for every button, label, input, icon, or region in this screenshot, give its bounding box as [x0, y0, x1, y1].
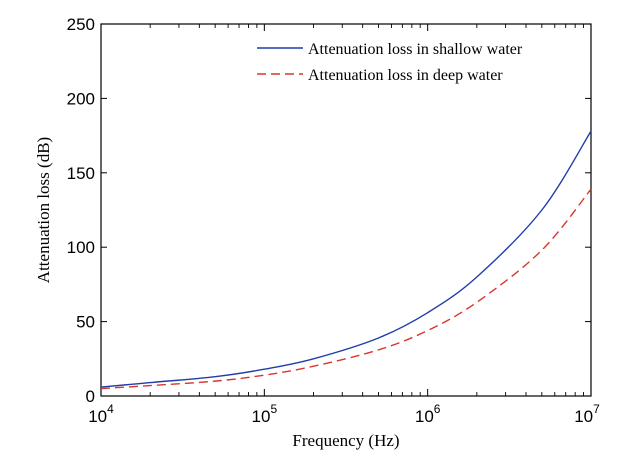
y-tick-label: 0 [86, 387, 95, 406]
x-tick-label: 104 [88, 402, 114, 426]
legend-label-deep-water: Attenuation loss in deep water [308, 67, 503, 84]
y-axis-ticks: 0 50 100 150 200 250 [67, 15, 591, 406]
x-axis-ticks: 104 105 106 107 [88, 24, 600, 426]
series-layer [100, 130, 592, 390]
legend: Attenuation loss in shallow water Attenu… [246, 32, 586, 88]
legend-box [246, 32, 586, 88]
y-tick-label: 100 [67, 238, 95, 257]
series-line-shallow-water [100, 130, 592, 388]
x-tick-label: 107 [574, 402, 600, 426]
x-axis-label: Frequency (Hz) [292, 431, 399, 450]
y-tick-label: 250 [67, 15, 95, 34]
x-tick-label: 105 [252, 402, 278, 426]
y-tick-label: 200 [67, 89, 95, 108]
y-tick-label: 150 [67, 164, 95, 183]
x-tick-label: 106 [415, 402, 441, 426]
y-axis-label: Attenuation loss (dB) [34, 137, 53, 283]
legend-label-shallow-water: Attenuation loss in shallow water [308, 41, 523, 58]
series-line-deep-water [100, 188, 592, 390]
y-tick-label: 50 [76, 313, 95, 332]
